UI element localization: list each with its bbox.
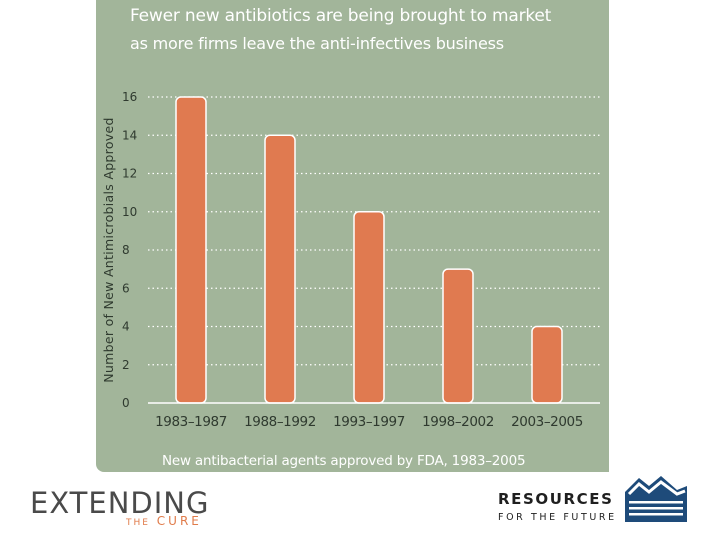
bar-4: [531, 325, 563, 404]
logo-right-subtitle: FOR THE FUTURE: [498, 512, 617, 523]
y-tick-label: 4: [122, 320, 130, 334]
y-tick-labels: 0 2 4 6 8 10 12 14 16: [122, 90, 137, 410]
y-tick-label: 2: [122, 358, 130, 372]
bar-3: [442, 268, 474, 404]
x-tick-label: 2003–2005: [511, 414, 583, 430]
logo-left-cure: CURE: [156, 514, 202, 528]
y-tick-label: 8: [122, 243, 130, 257]
chart-title-line-2: as more firms leave the anti-infectives …: [130, 34, 504, 53]
logo-right-wordmark: RESOURCES: [498, 490, 614, 508]
y-tick-label: 6: [122, 281, 130, 295]
chart-title-line-1: Fewer new antibiotics are being brought …: [130, 6, 552, 26]
bar-2: [353, 211, 385, 404]
bars: [175, 96, 563, 404]
y-tick-label: 10: [122, 205, 137, 219]
y-tick-label: 14: [122, 128, 137, 142]
y-tick-label: 16: [122, 90, 137, 104]
resources-for-the-future-logo: RESOURCES FOR THE FUTURE: [498, 474, 708, 530]
bar-0: [175, 96, 207, 404]
x-tick-label: 1983–1987: [155, 414, 227, 430]
y-tick-label: 12: [122, 167, 137, 181]
x-tick-label: 1993–1997: [333, 414, 405, 430]
extending-the-cure-logo: EXTENDING THE CURE: [30, 486, 230, 530]
logo-left-the: THE: [126, 518, 150, 528]
x-tick-label: 1988–1992: [244, 414, 316, 430]
y-axis-label: Number of New Antimicrobials Approved: [101, 117, 116, 382]
bar-1: [264, 134, 296, 404]
logo-left-subtitle: THE CURE: [126, 514, 202, 528]
x-tick-label: 1998–2002: [422, 414, 494, 430]
logo-left-wordmark: EXTENDING: [30, 486, 210, 520]
x-tick-labels: 1983–1987 1988–1992 1993–1997 1998–2002 2003…: [155, 414, 583, 430]
chart-caption: New antibacterial agents approved by FDA…: [162, 453, 526, 469]
mountain-logo-icon: [625, 476, 687, 522]
y-tick-label: 0: [122, 396, 130, 410]
